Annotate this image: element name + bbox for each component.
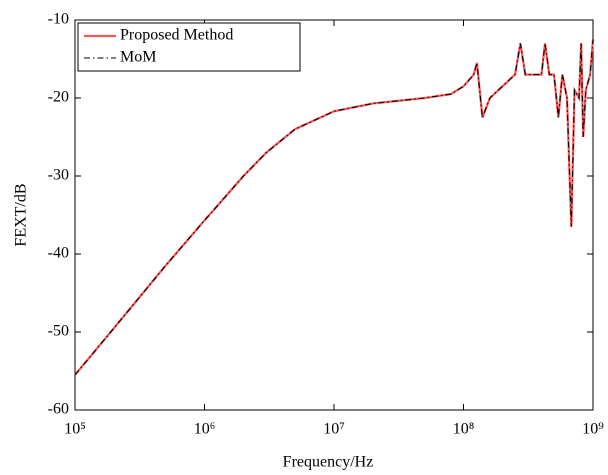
plot-frame (74, 19, 594, 411)
y-tick-label: -10 (48, 11, 69, 28)
x-tick-label: 10⁹ (582, 421, 604, 438)
x-tick-label: 10⁸ (453, 421, 475, 438)
y-tick-label: -60 (48, 401, 69, 418)
x-tick-label: 10⁶ (194, 421, 216, 438)
x-tick-label: 10⁵ (64, 421, 86, 438)
x-axis-label: Frequency/Hz (283, 454, 374, 471)
legend-label: Proposed Method (120, 27, 233, 44)
y-tick-label: -20 (48, 89, 69, 106)
legend-box (77, 22, 301, 72)
series-line (74, 39, 595, 376)
legend-label: MoM (120, 49, 156, 66)
series-line (74, 39, 594, 376)
y-axis-label: FEXT/dB (13, 183, 30, 246)
y-tick-label: -50 (48, 323, 69, 340)
y-tick-label: -40 (48, 245, 69, 262)
y-tick-label: -30 (48, 167, 69, 184)
x-tick-label: 10⁷ (323, 421, 345, 438)
